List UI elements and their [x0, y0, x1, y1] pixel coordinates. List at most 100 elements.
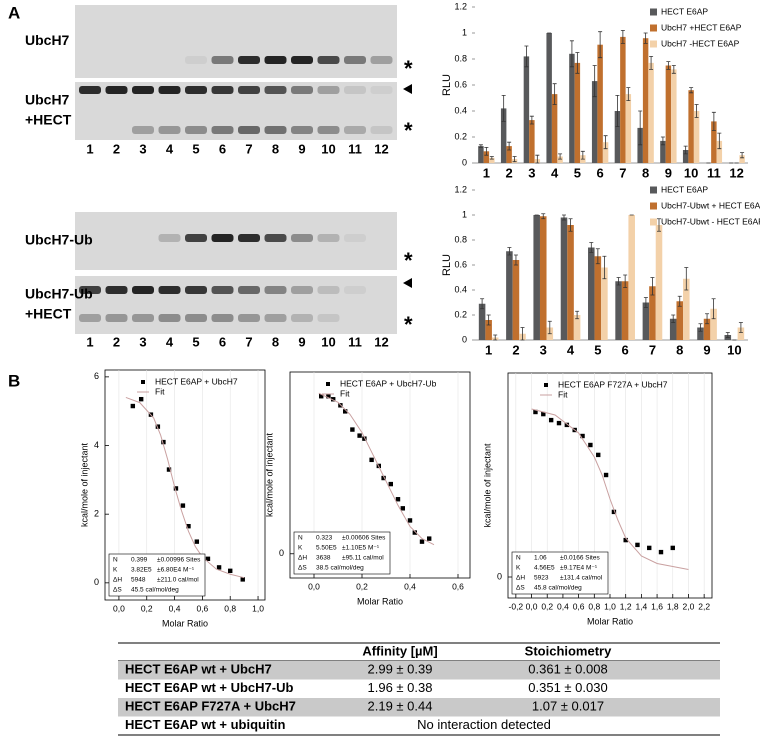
fit-parameter: K	[516, 565, 521, 572]
x-tick-label: 6	[597, 165, 604, 180]
bar	[682, 150, 689, 163]
error-bar	[683, 145, 688, 155]
fit-parameter: ±131.4 cal/mol	[560, 575, 603, 582]
error-bar	[711, 298, 716, 320]
y-tick-label: 0	[462, 157, 467, 167]
gel-band	[264, 56, 287, 64]
arrowhead	[403, 278, 412, 288]
lane-number: 6	[219, 334, 226, 349]
data-point	[564, 422, 570, 428]
data-point	[603, 472, 609, 478]
lane-number: 2	[113, 334, 120, 349]
data-point	[369, 457, 374, 463]
y-tick-label: 6	[94, 371, 99, 381]
bar	[533, 215, 540, 340]
data-point	[419, 539, 425, 544]
lane-number: 9	[298, 334, 305, 349]
bar	[546, 33, 552, 163]
lane-number: 7	[245, 141, 252, 156]
legend-label: Fit	[340, 388, 350, 398]
y-tick-label: 0.8	[454, 234, 467, 244]
x-tick-label: 1,0	[252, 603, 264, 613]
y-tick-label: 0.2	[454, 131, 467, 141]
data-point	[161, 439, 166, 445]
error-bar	[575, 310, 580, 320]
gel-band	[317, 86, 340, 94]
x-tick-label: 4	[567, 342, 575, 357]
error-bar	[711, 111, 716, 131]
data-point	[319, 394, 324, 399]
gel-band	[264, 286, 287, 294]
legend-label: HECT E6AP + UbcH7-Ub	[340, 378, 437, 388]
table-cell: 1.96 ± 0.38	[368, 680, 433, 695]
gel-band	[211, 314, 234, 322]
legend-label: UbcH7 -HECT E6AP	[661, 38, 740, 48]
bar	[512, 260, 520, 340]
gel-band	[185, 314, 207, 322]
bar	[625, 94, 632, 163]
fit-parameter: 0.323	[316, 535, 333, 542]
data-point	[395, 497, 401, 502]
error-bar	[660, 136, 665, 146]
fit-parameters	[108, 553, 206, 597]
legend-label: UbcH7-Ubwt - HECT E6AP	[661, 216, 760, 226]
x-tick-label: 5	[594, 342, 601, 357]
data-point	[240, 577, 245, 582]
panel-label: A	[8, 3, 20, 22]
error-bar	[480, 298, 485, 310]
error-bar	[507, 141, 512, 151]
gel-band	[344, 126, 366, 134]
data-point	[670, 545, 675, 551]
x-tick-label: 7	[619, 165, 626, 180]
bar	[739, 155, 745, 163]
gel-band	[211, 286, 234, 294]
x-tick-label: 1,6	[651, 601, 663, 611]
gel-band	[370, 56, 393, 64]
bar	[693, 111, 700, 163]
fit-parameter: 45.8 cal/mol/deg	[534, 585, 582, 592]
data-point	[130, 403, 136, 409]
gel-band	[185, 126, 207, 134]
lane-number: 5	[192, 334, 199, 349]
bar	[697, 327, 704, 340]
legend-label: Fit	[155, 386, 165, 396]
fit-parameter: N	[516, 555, 521, 562]
error-bar	[598, 31, 603, 59]
error-bar	[520, 327, 525, 341]
x-tick-label: 5	[574, 165, 581, 180]
data-point	[611, 509, 617, 515]
x-tick-label: 0,0	[308, 581, 320, 591]
fit-parameter: ±9.17E4 M⁻¹	[560, 565, 598, 572]
x-tick-label: -0,2	[509, 601, 524, 611]
gel-band	[291, 126, 313, 134]
gel-band	[211, 86, 234, 94]
fit-parameter: ±0.00996 Sites	[157, 557, 201, 564]
legend-swatch	[650, 40, 657, 48]
gel-label: UbcH7-Ub	[25, 232, 93, 248]
gel-label: +HECT	[25, 112, 72, 128]
gel-band	[185, 286, 207, 294]
legend-label: UbcH7-Ubwt + HECT E6AP	[661, 200, 760, 210]
x-axis-label: Molar Ratio	[587, 616, 633, 626]
x-tick-label: 3	[528, 165, 535, 180]
gel-band	[344, 86, 366, 94]
data-point	[331, 397, 336, 402]
lane-number: 2	[113, 141, 120, 156]
data-point	[556, 420, 562, 426]
gel-band	[132, 314, 154, 322]
gel-band	[317, 234, 340, 242]
y-axis-label: kcal/mole of injectant	[264, 432, 274, 517]
error-bar	[649, 56, 654, 70]
lane-number: 12	[374, 141, 388, 156]
gel-band	[132, 286, 154, 294]
fit-parameters	[293, 531, 391, 575]
fit-parameter: ±1.10E5 M⁻¹	[342, 545, 380, 552]
gel-band	[238, 56, 260, 64]
gel-band	[238, 286, 260, 294]
error-bar	[643, 297, 648, 308]
legend-label: Fit	[558, 389, 568, 399]
bar	[506, 146, 512, 163]
legend-label: UbcH7 +HECT E6AP	[661, 22, 742, 32]
error-bar	[616, 277, 621, 286]
data-point	[596, 452, 601, 458]
